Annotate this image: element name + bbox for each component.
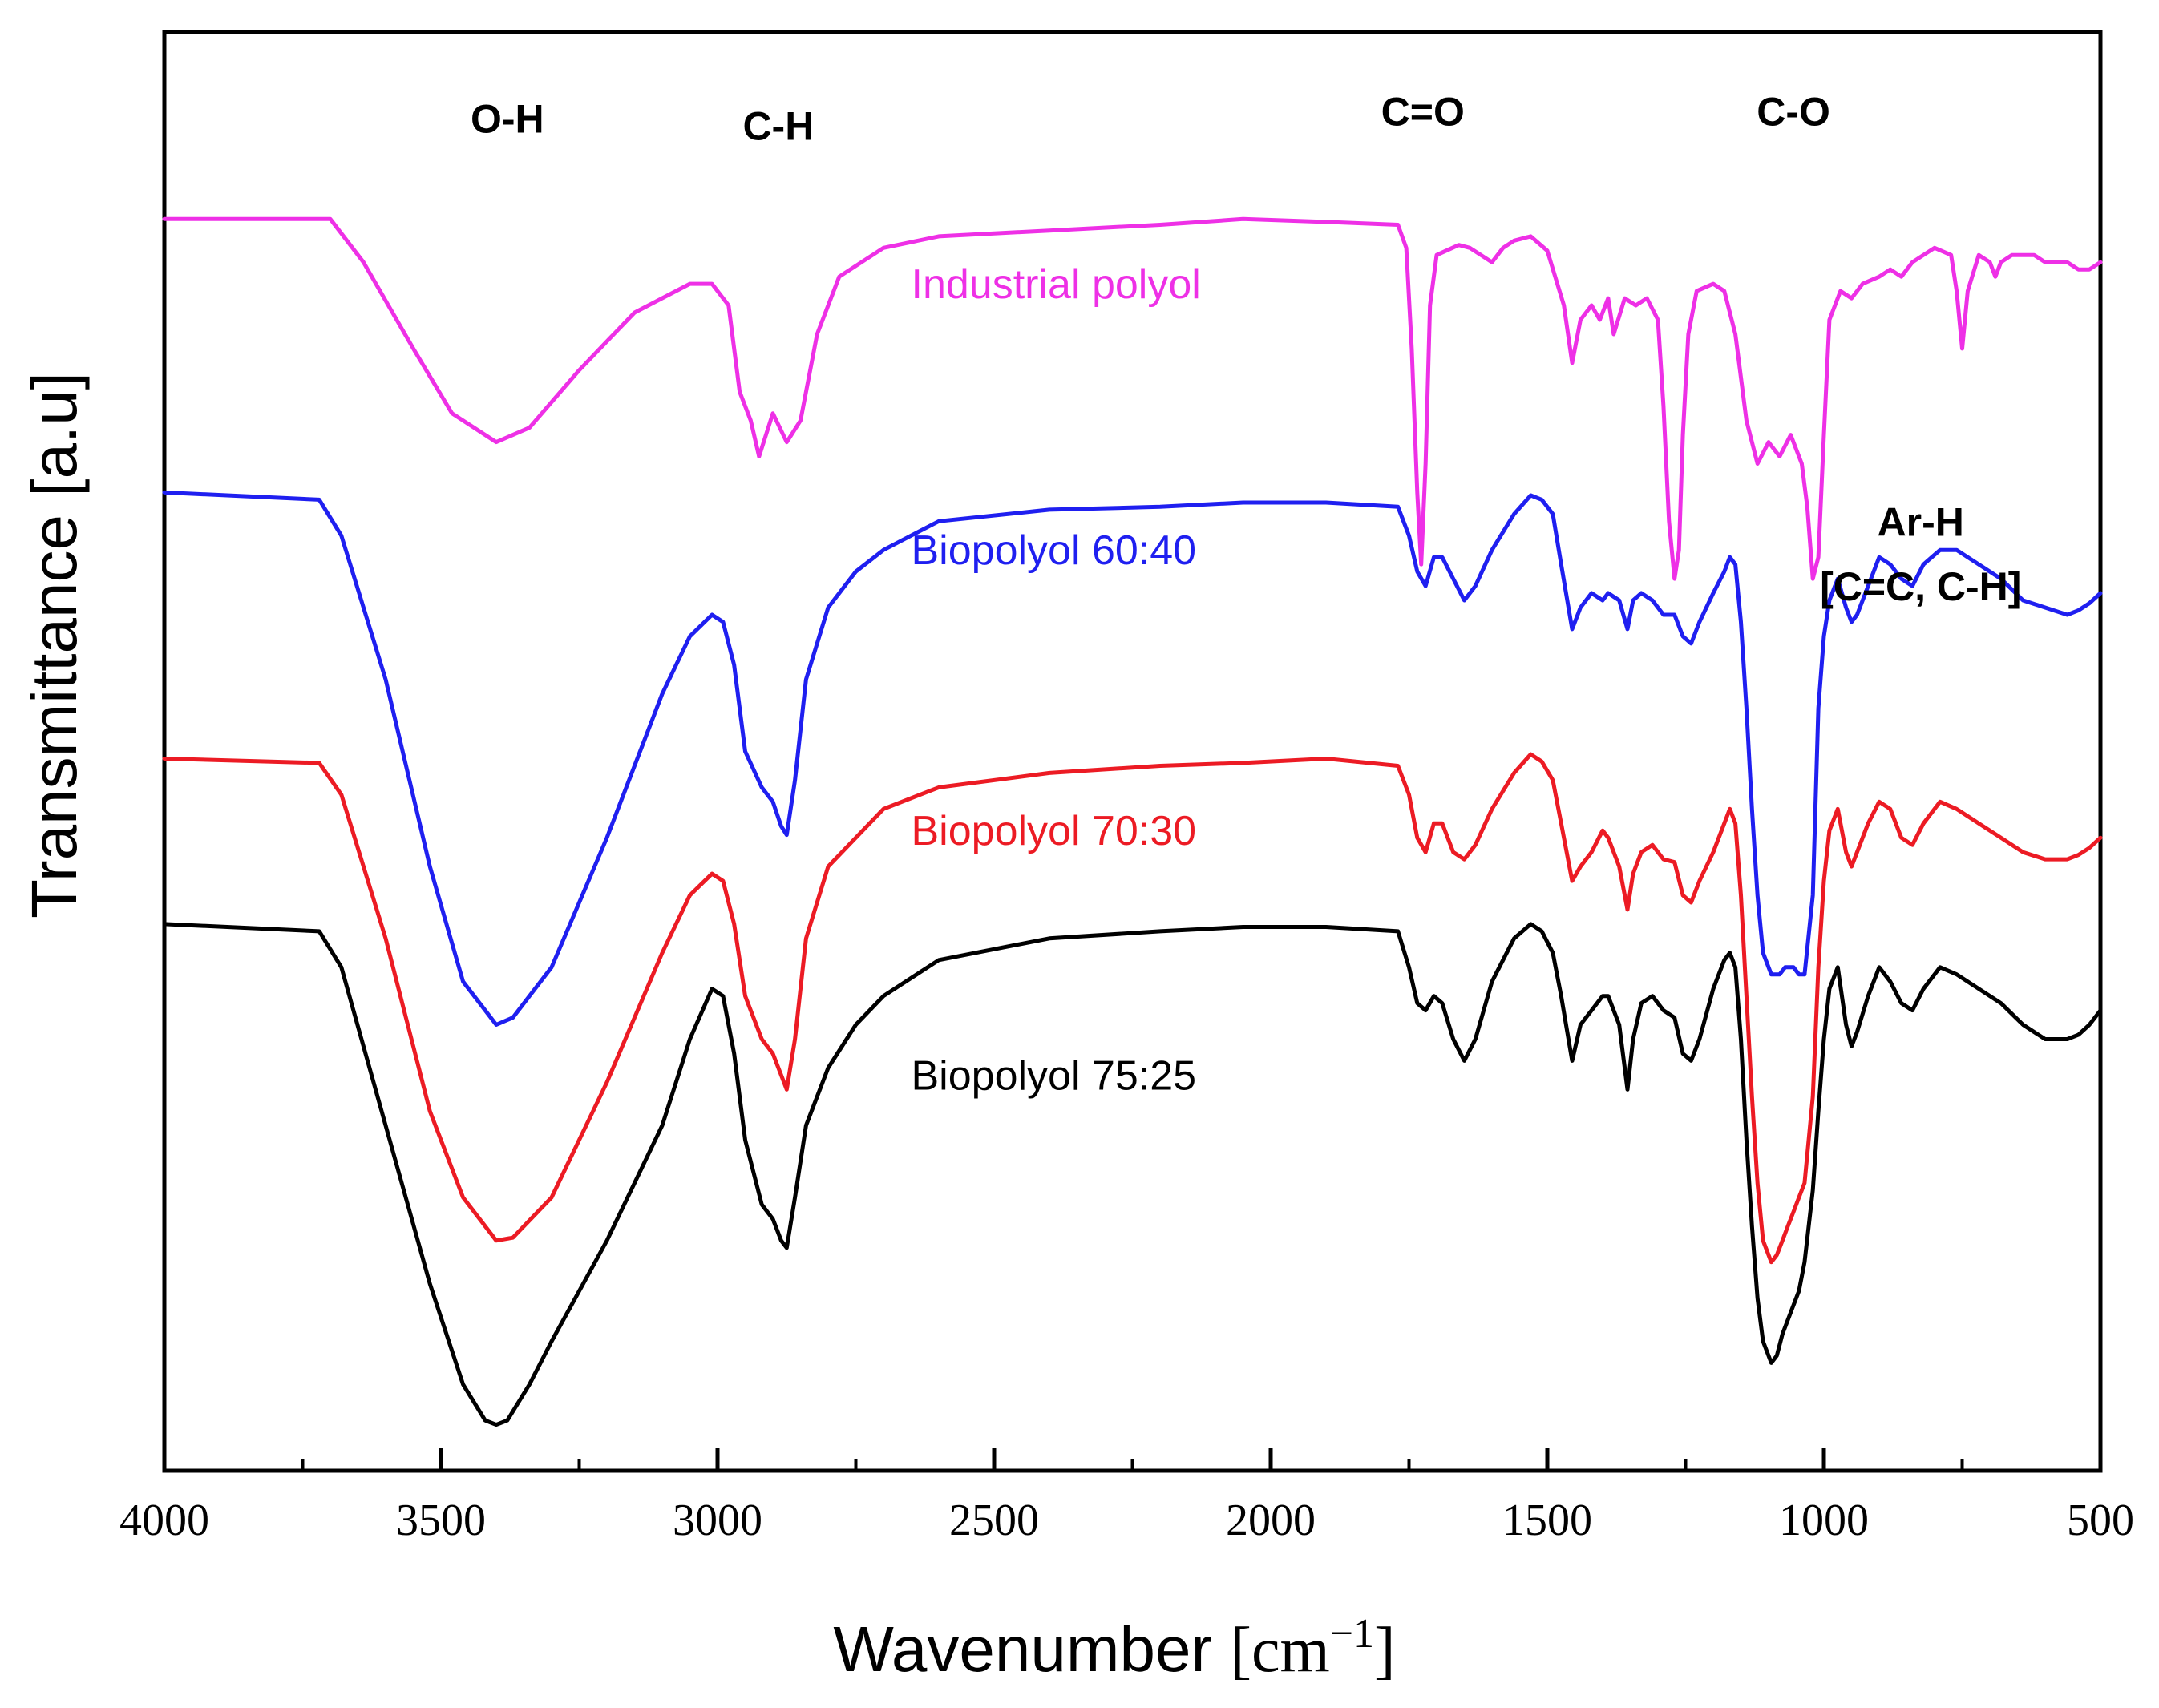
x-axis-title-exponent: −1 bbox=[1330, 1611, 1374, 1657]
x-axis-title: Wavenumber [cm−1] bbox=[833, 1611, 1395, 1686]
x-tick-label: 1500 bbox=[1502, 1496, 1592, 1545]
series-label-0: Industrial polyol bbox=[912, 261, 1201, 308]
x-tick-label: 3500 bbox=[396, 1496, 486, 1545]
x-tick-label: 4000 bbox=[119, 1496, 209, 1545]
x-axis-title-main: Wavenumber bbox=[833, 1613, 1230, 1685]
band-labels: O-H C-H C=O C-O Ar-H [C=C, C-H] bbox=[471, 90, 2021, 609]
series-line-1 bbox=[162, 490, 2103, 1027]
series-line-3 bbox=[162, 922, 2103, 1427]
band-label-arh: Ar-H bbox=[1878, 499, 1964, 544]
band-label-arh-sub: [C=C, C-H] bbox=[1820, 564, 2021, 609]
series-label-2: Biopolyol 70:30 bbox=[912, 808, 1197, 854]
series-line-0 bbox=[162, 216, 2103, 581]
x-tick-label: 500 bbox=[2067, 1496, 2134, 1545]
x-tick-label: 2500 bbox=[949, 1496, 1039, 1545]
series-labels: Industrial polyol Biopolyol 60:40 Biopolyo… bbox=[912, 261, 1201, 1099]
series-line-2 bbox=[162, 752, 2103, 1265]
band-label-co-double: C=O bbox=[1381, 90, 1465, 135]
x-tick-label: 3000 bbox=[673, 1496, 762, 1545]
band-label-co-single: C-O bbox=[1757, 90, 1830, 135]
band-label-ch: C-H bbox=[742, 104, 814, 149]
band-label-oh: O-H bbox=[471, 97, 544, 142]
x-tick-label: 2000 bbox=[1226, 1496, 1316, 1545]
y-axis-title: Transmittance [a.u] bbox=[18, 372, 90, 919]
series-label-1: Biopolyol 60:40 bbox=[912, 527, 1197, 574]
curves bbox=[162, 216, 2103, 1427]
series-label-3: Biopolyol 75:25 bbox=[912, 1052, 1197, 1099]
x-axis-title-close: ] bbox=[1374, 1615, 1396, 1686]
x-axis-title-unit: [cm bbox=[1230, 1615, 1329, 1686]
x-axis: 4000 3500 3000 2500 2000 1500 1000 500 bbox=[119, 1448, 2134, 1545]
x-tick-label: 1000 bbox=[1779, 1496, 1869, 1545]
plot-area: O-H C-H C=O C-O Ar-H [C=C, C-H] Industrial po… bbox=[162, 30, 2103, 1473]
